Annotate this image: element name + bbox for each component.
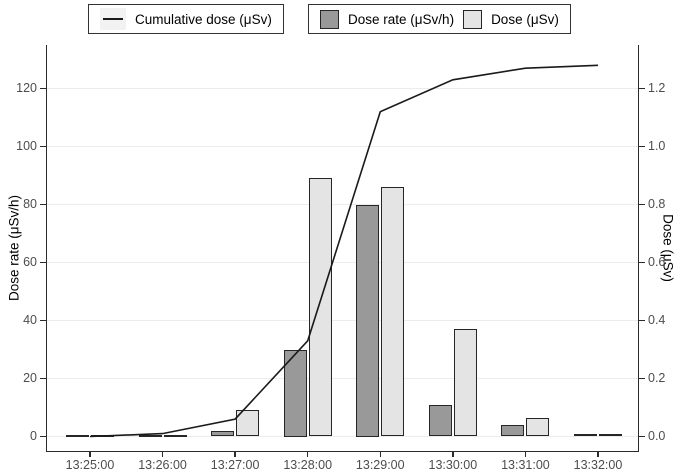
y-left-tick bbox=[40, 377, 46, 380]
x-tick-label: 13:29:00 bbox=[355, 458, 405, 472]
y-left-tick-label: 120 bbox=[16, 81, 37, 95]
legend-dose-rate-label: Dose rate (μSv/h) bbox=[348, 11, 455, 27]
x-tick-label: 13:25:00 bbox=[65, 458, 115, 472]
x-tick-label: 13:28:00 bbox=[283, 458, 333, 472]
dose-swatch-icon bbox=[463, 9, 483, 29]
bar-dose bbox=[453, 329, 477, 437]
y-right-tick-label: 1.0 bbox=[648, 139, 666, 153]
y-right-tick-label: 0.8 bbox=[648, 197, 666, 211]
bar-dose bbox=[163, 434, 187, 437]
y-right-tick-label: 1.2 bbox=[648, 81, 666, 95]
gridline bbox=[47, 262, 638, 263]
x-tick bbox=[452, 452, 454, 457]
bar-dose-rate bbox=[573, 433, 597, 437]
y-right-tick bbox=[639, 261, 645, 264]
x-tick bbox=[161, 452, 164, 457]
y-right-tick-label: 0.2 bbox=[648, 371, 666, 385]
y-left-tick bbox=[40, 435, 46, 438]
gridline bbox=[47, 146, 638, 147]
gridline bbox=[47, 204, 638, 205]
y-left-tick-label: 40 bbox=[23, 313, 37, 327]
y-left-tick bbox=[40, 203, 46, 206]
y-right-tick bbox=[639, 145, 645, 148]
x-tick bbox=[89, 452, 91, 457]
y-left-tick-label: 80 bbox=[23, 197, 37, 211]
y-right-tick bbox=[639, 203, 645, 206]
legend-dose-label: Dose (μSv) bbox=[491, 11, 559, 27]
x-tick bbox=[234, 452, 236, 457]
line-swatch-icon bbox=[103, 17, 123, 21]
y-left-tick-label: 60 bbox=[23, 255, 37, 269]
bar-dose-rate bbox=[428, 404, 452, 437]
gridline bbox=[47, 436, 638, 437]
bar-dose bbox=[598, 433, 622, 437]
y-right-tick-label: 0.0 bbox=[648, 429, 666, 443]
y-right-tick bbox=[639, 319, 645, 322]
x-tick bbox=[597, 452, 599, 457]
legend-bars: Dose rate (μSv/h) Dose (μSv) bbox=[308, 4, 571, 34]
legend-cumulative-dose: Cumulative dose (μSv) bbox=[88, 4, 284, 34]
bar-dose-rate bbox=[211, 430, 235, 437]
cumulative-dose-polyline bbox=[89, 64, 599, 438]
y-left-tick bbox=[40, 145, 46, 148]
x-tick bbox=[524, 452, 527, 457]
bar-dose bbox=[381, 187, 405, 437]
legend-cumulative-dose-label: Cumulative dose (μSv) bbox=[135, 11, 272, 27]
y-left-tick bbox=[40, 319, 46, 322]
bar-dose-rate bbox=[501, 424, 525, 437]
line-legend-key bbox=[100, 8, 126, 30]
bar-dose-rate bbox=[66, 434, 89, 437]
x-tick-label: 13:26:00 bbox=[138, 458, 187, 472]
y-right-tick bbox=[639, 435, 645, 438]
gridline bbox=[47, 88, 638, 89]
y-left-tick-label: 20 bbox=[23, 371, 37, 385]
x-tick-label: 13:30:00 bbox=[428, 458, 478, 472]
x-axis-line bbox=[45, 450, 639, 452]
x-tick bbox=[379, 452, 382, 457]
x-tick bbox=[306, 452, 309, 457]
bar-dose-rate bbox=[356, 204, 380, 437]
y-left-tick bbox=[40, 261, 46, 264]
y-left-tick bbox=[40, 87, 46, 90]
dose-rate-swatch-icon bbox=[320, 9, 339, 29]
y-left-tick-label: 100 bbox=[16, 139, 37, 153]
bar-dose bbox=[526, 417, 550, 437]
y-right-tick bbox=[639, 377, 645, 380]
y-right-tick bbox=[639, 87, 645, 90]
bar-dose bbox=[308, 178, 332, 437]
x-tick-label: 13:32:00 bbox=[573, 458, 623, 472]
y-right-tick-label: 0.6 bbox=[648, 255, 666, 269]
y-right-tick-label: 0.4 bbox=[648, 313, 666, 327]
x-tick-label: 13:31:00 bbox=[501, 458, 550, 472]
gridline bbox=[47, 320, 638, 321]
bar-dose-rate bbox=[283, 349, 307, 437]
y-left-tick-label: 0 bbox=[30, 429, 37, 443]
y-axis-right-line bbox=[637, 45, 639, 452]
gridline bbox=[47, 378, 638, 379]
x-tick-label: 13:27:00 bbox=[210, 458, 260, 472]
bar-dose bbox=[236, 410, 260, 437]
y-axis-left-line bbox=[45, 45, 47, 452]
bar-dose-rate bbox=[138, 434, 162, 437]
